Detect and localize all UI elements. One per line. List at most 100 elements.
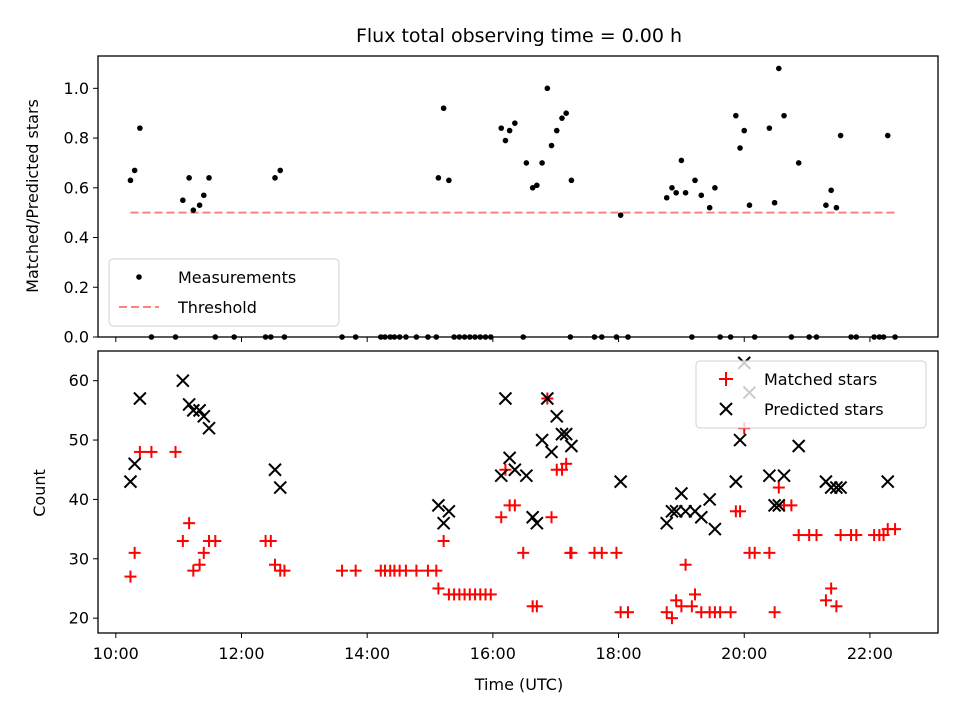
measurement-point [506,127,513,134]
matched-star-point [336,564,349,577]
predicted-star-point [555,427,569,441]
measurement-point [795,160,802,166]
matched-star-point [197,546,210,559]
count-y-tick-label: 60 [69,371,89,390]
predicted-star-point [881,474,895,489]
matched-star-point [825,582,838,595]
measurement-point [534,182,540,189]
measurement-point [682,189,689,196]
matched-star-point [145,445,158,458]
measurement-point [771,199,778,206]
matched-star-point [508,499,521,512]
matched-star-point [763,546,776,559]
count-plot-frame [97,350,939,634]
measurement-point [673,189,679,196]
measurement-point [733,112,739,119]
predicted-star-point [530,516,544,530]
predicted-star-point [613,474,628,489]
measurement-point [568,177,575,184]
ratio-y-tick-label: 0.6 [64,178,89,197]
predicted-star-point [665,504,679,519]
predicted-star-point [197,409,211,424]
x-tick-label: 20:00 [721,644,767,663]
matched-star-point [209,534,222,547]
measurements-series [127,65,898,340]
predicted-star-point [498,391,513,406]
predicted-star-point [564,439,579,453]
matched-star-point [128,546,141,559]
x-tick-label: 22:00 [847,644,893,663]
predicted-star-point [669,504,683,519]
ratio-legend-box [108,258,340,327]
matched-star-point [810,529,823,542]
predicted-star-point [436,516,451,530]
predicted-star-point [442,504,456,519]
measurement-point [746,202,753,209]
measurement-point [559,115,565,121]
matched-star-point [124,570,137,583]
measurement-point [529,184,536,191]
predicted-star-point [123,474,138,489]
measurement-point [781,112,787,119]
matched-star-point [264,534,277,547]
measurement-point [669,184,675,191]
predicted-star-point [772,498,786,513]
matched-star-point [679,558,692,571]
count-panel: Count Time (UTC) 20 30 40 50 60 10:00 12:00 14… [30,350,939,694]
predicted-star-point [192,403,207,418]
matched-star-point [724,606,737,619]
legend-measurements-label: Measurements [178,268,296,287]
predicted-star-point [535,433,549,447]
matched-star-point [133,445,146,458]
predicted-star-point [559,427,573,441]
ratio-y-ticks: 0.0 0.2 0.4 0.6 0.8 1.0 [64,79,98,347]
measurement-point [706,204,713,211]
matched-star-point [530,600,543,613]
ratio-y-tick-label: 0.4 [64,228,89,247]
measurement-point [698,192,705,199]
measurement-point [775,65,782,72]
measurement-point [440,105,447,112]
measurement-point [712,184,718,191]
predicted-star-point [502,451,517,465]
predicted-star-point [824,480,838,495]
measurement-point [544,85,551,92]
predicted-star-point [694,510,708,524]
predicted-star-point [660,516,674,530]
matched-star-point [792,529,805,542]
measurement-point [833,204,840,211]
measurement-point [884,132,891,139]
predicted-star-point [268,463,282,477]
matched-star-point [565,546,578,559]
matched-star-point [660,606,673,619]
x-tick-label: 16:00 [470,644,516,663]
matched-star-point [830,600,843,613]
predicted-star-point [431,498,446,513]
matched-star-point [834,529,847,542]
measurement-point [563,110,569,116]
matched-star-point [517,546,530,559]
predicted-star-point [674,486,689,501]
predicted-star-point [186,403,201,418]
matched-star-point [495,511,508,524]
matched-star-point [545,511,558,524]
measurement-point [663,194,670,201]
ratio-legend: Measurements Threshold [108,258,340,327]
matched-star-point [430,564,443,577]
predicted-star-point [182,397,196,412]
count-legend-box [695,360,927,429]
measurement-point [131,167,138,174]
legend-threshold-label: Threshold [177,298,257,317]
count-x-ticks: 10:00 12:00 14:00 16:00 18:00 20:00 22:00 [93,633,893,663]
matched-star-point [437,534,450,547]
matched-star-point [734,505,747,518]
matched-star-point [595,546,608,559]
predicted-star-point [678,504,693,519]
measurement-point [196,202,203,209]
x-tick-label: 12:00 [218,644,264,663]
matched-star-point [187,564,200,577]
predicted-star-point [494,468,508,483]
predicted-star-point [540,391,555,406]
measurement-point [127,177,134,184]
